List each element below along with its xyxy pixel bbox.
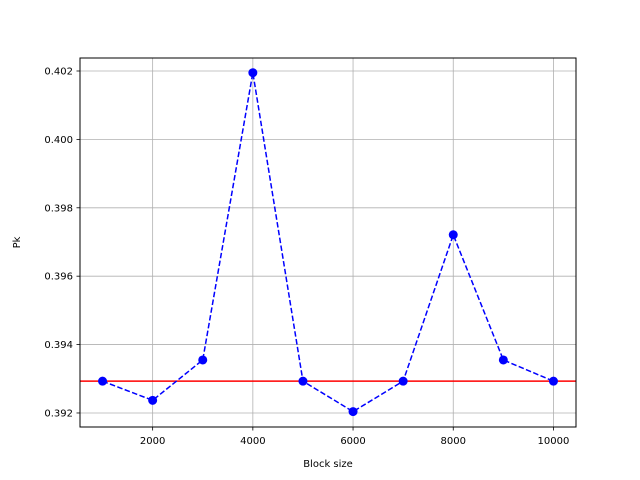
data-point (248, 68, 258, 78)
x-axis-label: Block size (303, 459, 353, 470)
data-point (448, 230, 458, 240)
x-tick-label: 8000 (441, 436, 466, 447)
ticks: 2000 4000 6000 8000 10000 0.392 0.394 0.396 0.39… (44, 66, 569, 447)
y-axis-label: Pk (12, 236, 23, 248)
data-point (148, 395, 158, 405)
y-tick-label: 0.398 (44, 203, 73, 214)
series-line (102, 72, 554, 413)
y-tick-label: 0.392 (44, 408, 73, 419)
y-tick-label: 0.396 (44, 272, 73, 283)
x-tick-label: 4000 (240, 436, 265, 447)
series-group (98, 68, 558, 417)
y-tick-label: 0.402 (44, 66, 73, 77)
data-point (298, 376, 308, 386)
x-tick-label: 10000 (538, 436, 570, 447)
y-tick-label: 0.394 (44, 340, 73, 351)
x-tick-label: 2000 (140, 436, 165, 447)
grid (80, 58, 576, 427)
plot-area (80, 58, 576, 427)
data-point (498, 355, 508, 365)
plot-frame (79, 57, 577, 428)
data-point (198, 355, 208, 365)
data-point (548, 376, 558, 386)
x-tick-label: 6000 (340, 436, 365, 447)
data-point (348, 407, 358, 417)
data-point (98, 376, 108, 386)
y-tick-label: 0.400 (44, 135, 73, 146)
data-point (398, 376, 408, 386)
